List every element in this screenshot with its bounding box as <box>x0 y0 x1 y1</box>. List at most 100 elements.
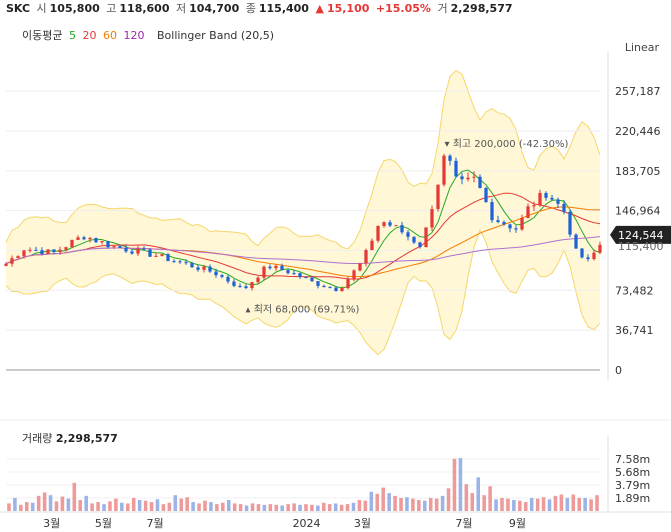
low-value: 104,700 <box>189 2 240 15</box>
volume-bar <box>393 495 397 511</box>
volume-bar <box>333 503 338 511</box>
candle-body <box>214 271 218 276</box>
current-price-label: 124,544 <box>618 229 664 242</box>
candle-body <box>34 249 38 251</box>
candle-body <box>436 184 440 210</box>
current-price-tag: 124,544 <box>610 225 671 244</box>
volume-bar <box>286 504 290 511</box>
volume-bar <box>226 500 231 511</box>
candle-body <box>76 237 80 240</box>
change-percent: +15.05% <box>375 2 431 15</box>
candle-body <box>4 263 8 266</box>
x-tick-label: 5월 <box>95 517 112 530</box>
volume-bar <box>197 503 201 511</box>
volume-bar <box>351 502 356 511</box>
ma-120-label: 120 <box>123 29 145 42</box>
candle-body <box>196 267 200 270</box>
volume-bar <box>102 504 106 511</box>
volume-bar <box>125 503 130 511</box>
candle-body <box>142 248 146 250</box>
candle-body <box>352 270 356 280</box>
volume-bar <box>185 497 189 511</box>
indicator-legend[interactable]: 이동평균 5 20 60 120 Bollinger Band (20,5) <box>22 27 277 43</box>
volume-bar <box>209 502 213 511</box>
volume-bar <box>553 495 558 511</box>
price-header: SKC 시 105,800 고 118,600 저 104,700 종 115,400 … <box>6 0 516 16</box>
candle-body <box>412 236 416 243</box>
candle-body <box>376 226 380 241</box>
x-tick-label: 2024 <box>293 517 321 530</box>
volume-bar <box>238 504 243 511</box>
candle-body <box>274 265 278 269</box>
volume-bar <box>114 498 118 511</box>
close-label: 종 <box>245 2 256 15</box>
volume-bar <box>149 502 154 511</box>
volume-bar <box>215 504 219 511</box>
candle-body <box>388 222 392 226</box>
volume-bar <box>30 502 35 511</box>
candle-body <box>538 192 542 206</box>
volume-bar <box>541 497 546 511</box>
volume-bar <box>422 500 427 511</box>
candle-body <box>442 155 446 185</box>
current-price-bg <box>610 225 671 244</box>
candle-body <box>430 209 434 228</box>
volume-tick-label: 1.89m <box>615 492 650 505</box>
low-label: 저 <box>176 2 187 15</box>
candle-body <box>112 246 116 248</box>
volume-label: 거 <box>437 2 448 15</box>
volume-bar <box>19 504 23 511</box>
scale-mode-toggle[interactable]: Linear <box>624 41 659 54</box>
volume-bar <box>292 503 296 511</box>
volume-bar <box>571 494 576 511</box>
candle-body <box>322 285 326 288</box>
volume-panel-value: 2,298,577 <box>55 432 118 445</box>
volume-bar <box>120 502 124 511</box>
high-value: 118,600 <box>119 2 170 15</box>
candle-body <box>40 250 44 255</box>
ticker: SKC <box>6 2 31 15</box>
volume-bar <box>131 497 136 511</box>
candle-body <box>244 286 248 289</box>
candle-body <box>310 277 314 282</box>
candle-body <box>304 276 308 278</box>
volume-bar <box>244 505 249 511</box>
volume-bar <box>589 499 593 511</box>
volume-bar <box>512 500 516 511</box>
volume-bar <box>232 503 237 511</box>
candle-body <box>100 241 104 243</box>
volume-bar <box>428 497 433 511</box>
volume-tick-label: 7.58m <box>615 453 650 466</box>
candle-body <box>184 262 188 264</box>
candle-body <box>598 244 602 253</box>
open-label: 시 <box>36 2 47 15</box>
volume-bar <box>327 504 332 511</box>
volume-bar <box>434 498 439 511</box>
last-price-label: 115,400 <box>618 240 664 253</box>
bollinger-upper-line <box>5 69 601 250</box>
volume-bar <box>583 497 587 511</box>
candle-body <box>592 252 596 260</box>
candle-body <box>586 257 590 260</box>
candle-body <box>82 237 86 240</box>
candle-body <box>580 248 584 258</box>
volume-bar <box>488 486 492 511</box>
candle-body <box>406 232 410 237</box>
volume-bar <box>547 499 552 511</box>
ma-label: 이동평균 <box>22 29 63 42</box>
candle-body <box>508 224 512 229</box>
candle-body <box>160 254 164 256</box>
volume-bar <box>13 497 17 511</box>
candle-body <box>490 202 494 221</box>
ma-60-label: 60 <box>102 29 117 42</box>
volume-bar <box>298 504 302 511</box>
volume-bar <box>375 493 380 511</box>
volume-bar <box>155 499 160 511</box>
volume-bar <box>78 500 83 511</box>
candle-body <box>46 249 50 255</box>
candle-body <box>250 282 254 289</box>
candle-body <box>448 155 452 161</box>
candle-body <box>58 249 62 252</box>
candle-body <box>514 228 518 230</box>
